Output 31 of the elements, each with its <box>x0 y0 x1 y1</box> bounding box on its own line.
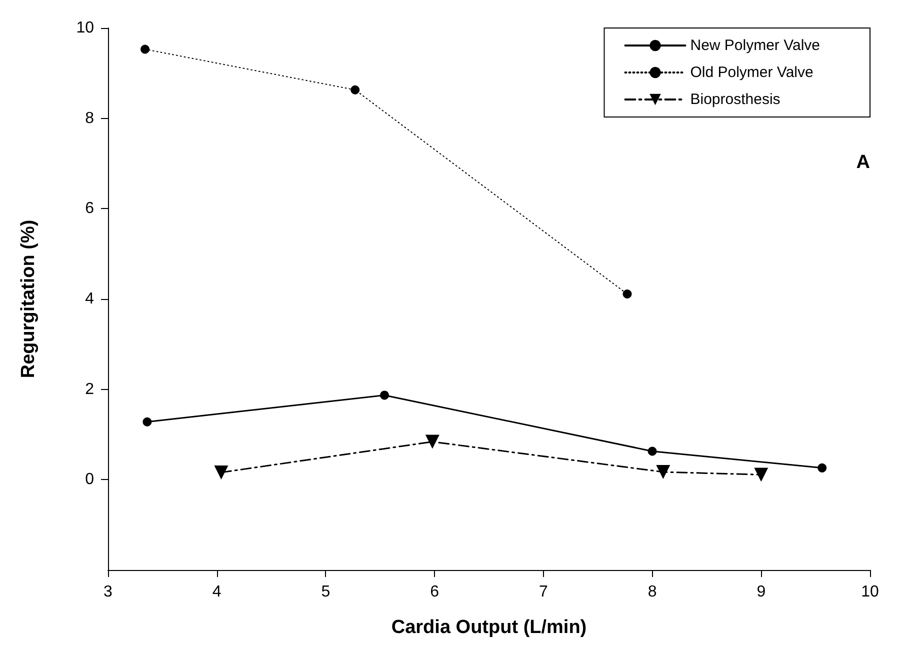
y-tick-label: 0 <box>85 471 94 488</box>
point <box>140 44 150 54</box>
y-tick-label: 8 <box>85 110 94 127</box>
y-tick-label: 2 <box>85 380 94 398</box>
point <box>622 290 632 299</box>
x-tick-label: 9 <box>756 584 766 600</box>
y-tick-label: 6 <box>85 200 94 218</box>
point <box>350 85 360 94</box>
x-tick-label: 8 <box>648 584 657 600</box>
point <box>214 465 228 480</box>
x-tick-label: 4 <box>212 584 222 600</box>
point <box>142 417 152 426</box>
x-axis-title: Cardia Output (L/min) <box>391 617 587 638</box>
y-tick-label: 10 <box>76 20 94 36</box>
legend-label: Bioprosthesis <box>690 91 780 108</box>
x-tick-label: 3 <box>104 584 113 600</box>
point <box>754 468 768 482</box>
y-axis-title: Regurgitation (%) <box>18 220 39 378</box>
point <box>818 463 827 472</box>
y-tick-label: 4 <box>85 290 94 308</box>
x-tick-label: 5 <box>321 584 330 600</box>
point <box>425 434 440 449</box>
point <box>380 390 389 400</box>
x-tick-label: 7 <box>538 584 548 600</box>
legend-label: New Polymer Valve <box>690 37 820 54</box>
x-tick-label: 6 <box>430 584 440 600</box>
point <box>648 446 657 456</box>
annotation: A <box>856 152 870 173</box>
point <box>656 464 670 479</box>
x-tick-label: 10 <box>861 584 879 600</box>
legend-label: Old Polymer Valve <box>690 64 814 81</box>
